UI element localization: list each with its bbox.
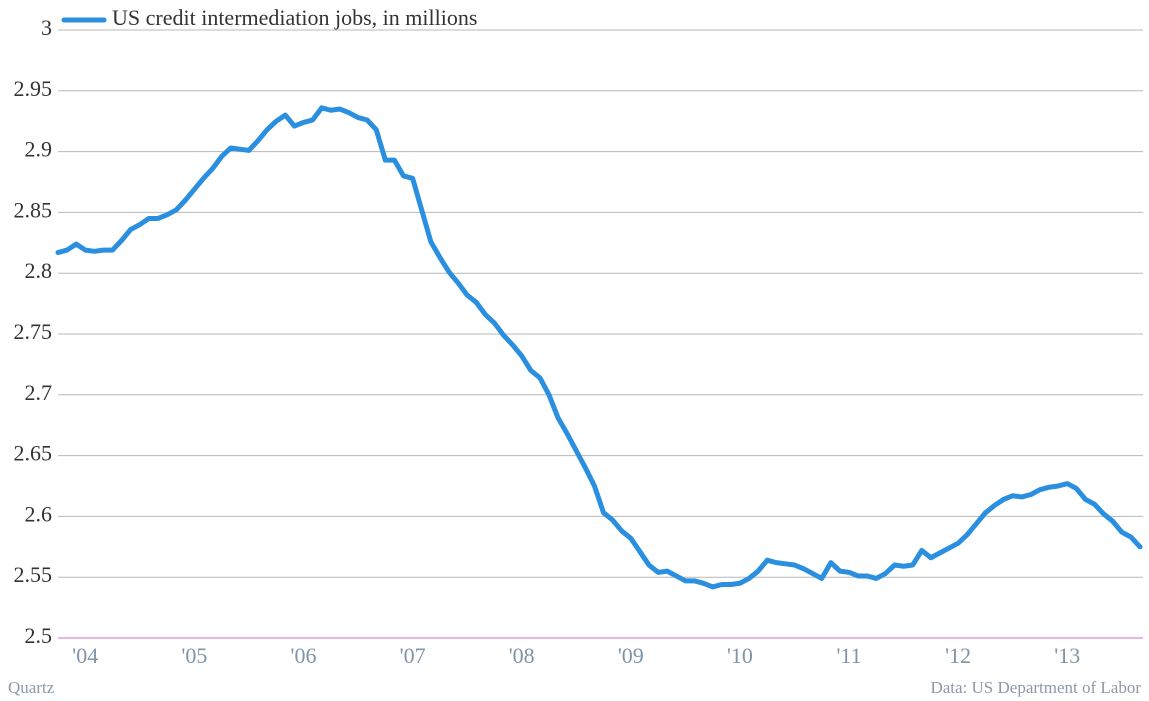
x-tick-label: '06	[291, 643, 317, 668]
y-tick-label: 2.75	[14, 319, 53, 344]
y-tick-label: 2.65	[14, 441, 53, 466]
source-right: Data: US Department of Labor	[930, 678, 1141, 697]
x-tick-label: '12	[945, 643, 971, 668]
x-tick-label: '11	[836, 643, 861, 668]
y-tick-label: 2.55	[14, 562, 53, 587]
x-tick-label: '07	[400, 643, 426, 668]
source-left: Quartz	[8, 678, 55, 697]
y-tick-label: 2.6	[25, 501, 53, 526]
legend-label: US credit intermediation jobs, in millio…	[112, 5, 477, 30]
x-tick-label: '08	[509, 643, 535, 668]
y-tick-label: 2.95	[14, 76, 53, 101]
y-tick-label: 3	[41, 15, 52, 40]
x-tick-label: '04	[72, 643, 98, 668]
y-tick-label: 2.85	[14, 197, 53, 222]
x-tick-label: '09	[618, 643, 644, 668]
x-tick-label: '05	[181, 643, 207, 668]
x-tick-label: '13	[1054, 643, 1080, 668]
y-tick-label: 2.8	[25, 258, 53, 283]
data-line	[55, 105, 1143, 590]
y-tick-label: 2.9	[25, 137, 53, 162]
y-tick-label: 2.5	[25, 623, 53, 648]
x-tick-label: '10	[727, 643, 753, 668]
y-tick-label: 2.7	[25, 380, 53, 405]
